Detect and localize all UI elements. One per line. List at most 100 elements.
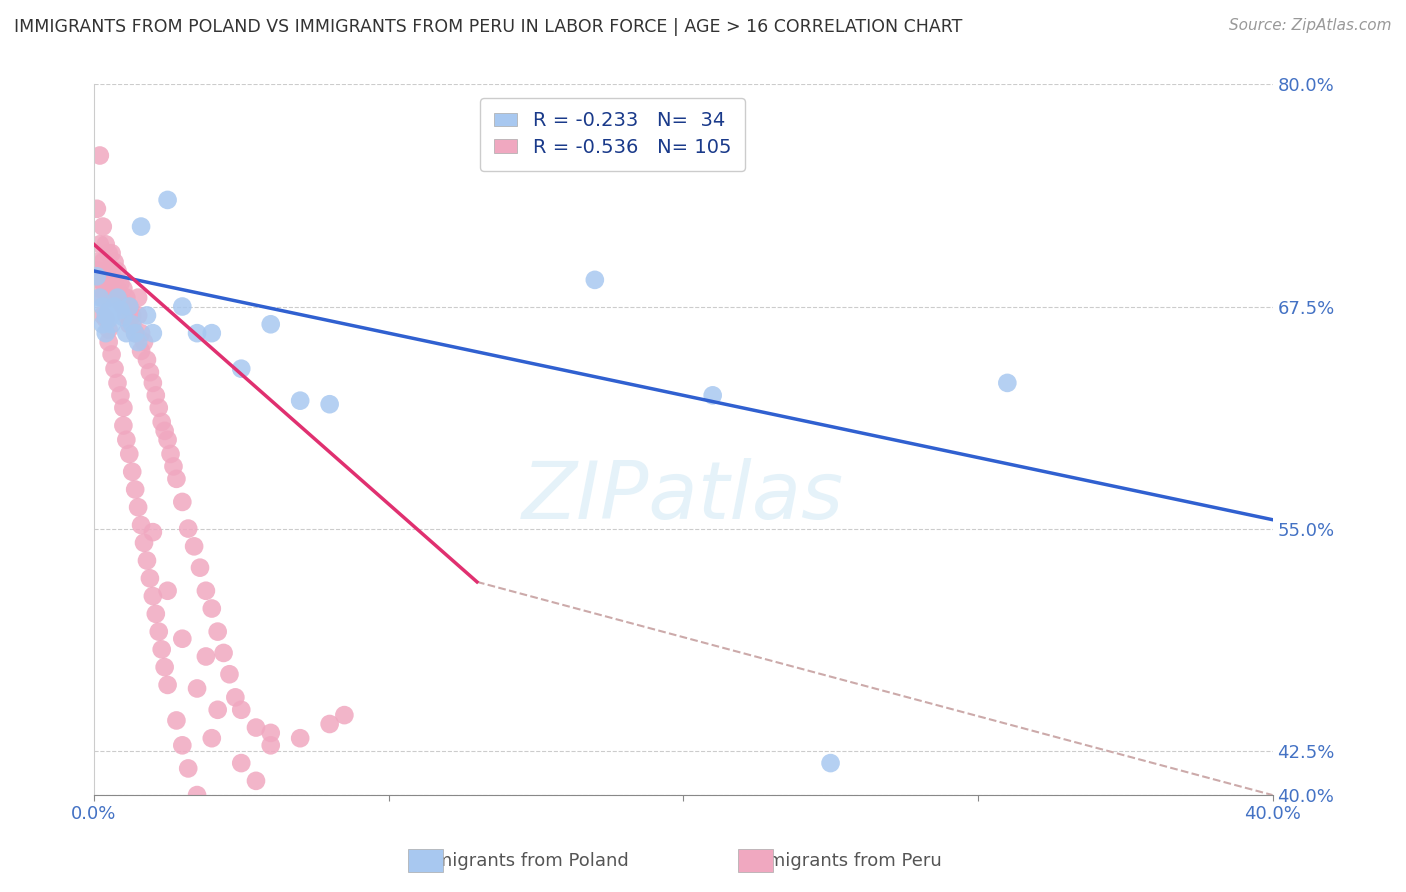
Point — [103, 300, 125, 314]
Point — [142, 376, 165, 390]
Point — [129, 518, 152, 533]
Point — [110, 303, 132, 318]
Point — [86, 255, 108, 269]
Point — [94, 237, 117, 252]
Point — [103, 273, 125, 287]
Point — [136, 309, 159, 323]
Point — [94, 264, 117, 278]
Point — [132, 334, 155, 349]
Point — [86, 264, 108, 278]
Point — [112, 418, 135, 433]
Point — [153, 424, 176, 438]
Point — [103, 361, 125, 376]
Point — [97, 312, 120, 326]
Point — [318, 717, 340, 731]
Point — [97, 305, 120, 319]
Point — [201, 601, 224, 615]
Point — [107, 282, 129, 296]
Point — [100, 282, 122, 296]
Point — [112, 300, 135, 314]
Point — [100, 318, 122, 332]
Point — [127, 334, 149, 349]
Point — [136, 352, 159, 367]
Point — [583, 273, 606, 287]
Point — [201, 731, 224, 746]
Point — [86, 202, 108, 216]
Point — [94, 309, 117, 323]
Point — [260, 318, 283, 332]
Point — [186, 788, 208, 802]
Point — [318, 397, 340, 411]
Point — [165, 714, 187, 728]
Point — [260, 726, 283, 740]
Point — [100, 246, 122, 260]
Point — [100, 347, 122, 361]
Point — [153, 660, 176, 674]
Point — [97, 246, 120, 260]
Text: Source: ZipAtlas.com: Source: ZipAtlas.com — [1229, 18, 1392, 33]
Point — [186, 326, 208, 340]
Point — [194, 583, 217, 598]
Point — [162, 459, 184, 474]
Point — [231, 361, 253, 376]
Point — [245, 721, 267, 735]
Point — [97, 323, 120, 337]
Point — [820, 756, 842, 770]
Point — [97, 334, 120, 349]
Point — [103, 255, 125, 269]
Point — [118, 300, 141, 314]
Point — [995, 376, 1018, 390]
Point — [129, 219, 152, 234]
Point — [91, 318, 114, 332]
Point — [207, 624, 229, 639]
Point — [159, 447, 181, 461]
Point — [115, 309, 138, 323]
Point — [156, 678, 179, 692]
Point — [115, 291, 138, 305]
Point — [91, 300, 114, 314]
Point — [245, 773, 267, 788]
Point — [118, 300, 141, 314]
Point — [150, 642, 173, 657]
Point — [172, 300, 194, 314]
Point — [94, 312, 117, 326]
Point — [115, 433, 138, 447]
Point — [89, 148, 111, 162]
Point — [127, 500, 149, 515]
Point — [142, 326, 165, 340]
Point — [172, 495, 194, 509]
Point — [124, 326, 146, 340]
Point — [121, 318, 143, 332]
Point — [142, 589, 165, 603]
Point — [89, 282, 111, 296]
Point — [129, 343, 152, 358]
Point — [290, 393, 312, 408]
Point — [156, 193, 179, 207]
Point — [142, 525, 165, 540]
Point — [188, 560, 211, 574]
Legend: R = -0.233   N=  34, R = -0.536   N= 105: R = -0.233 N= 34, R = -0.536 N= 105 — [481, 98, 745, 170]
Point — [177, 522, 200, 536]
Point — [183, 539, 205, 553]
Point — [112, 282, 135, 296]
Point — [231, 703, 253, 717]
Point — [118, 318, 141, 332]
Point — [177, 761, 200, 775]
Point — [207, 703, 229, 717]
Text: Immigrants from Peru: Immigrants from Peru — [745, 852, 942, 870]
Point — [86, 269, 108, 284]
Point — [118, 447, 141, 461]
Point — [132, 536, 155, 550]
Point — [91, 273, 114, 287]
Point — [107, 291, 129, 305]
Point — [112, 310, 135, 325]
Point — [194, 649, 217, 664]
Text: IMMIGRANTS FROM POLAND VS IMMIGRANTS FROM PERU IN LABOR FORCE | AGE > 16 CORRELA: IMMIGRANTS FROM POLAND VS IMMIGRANTS FRO… — [14, 18, 963, 36]
Point — [91, 309, 114, 323]
Point — [115, 326, 138, 340]
Point — [165, 472, 187, 486]
Point — [94, 326, 117, 340]
Point — [89, 273, 111, 287]
Point — [145, 607, 167, 621]
Point — [124, 326, 146, 340]
